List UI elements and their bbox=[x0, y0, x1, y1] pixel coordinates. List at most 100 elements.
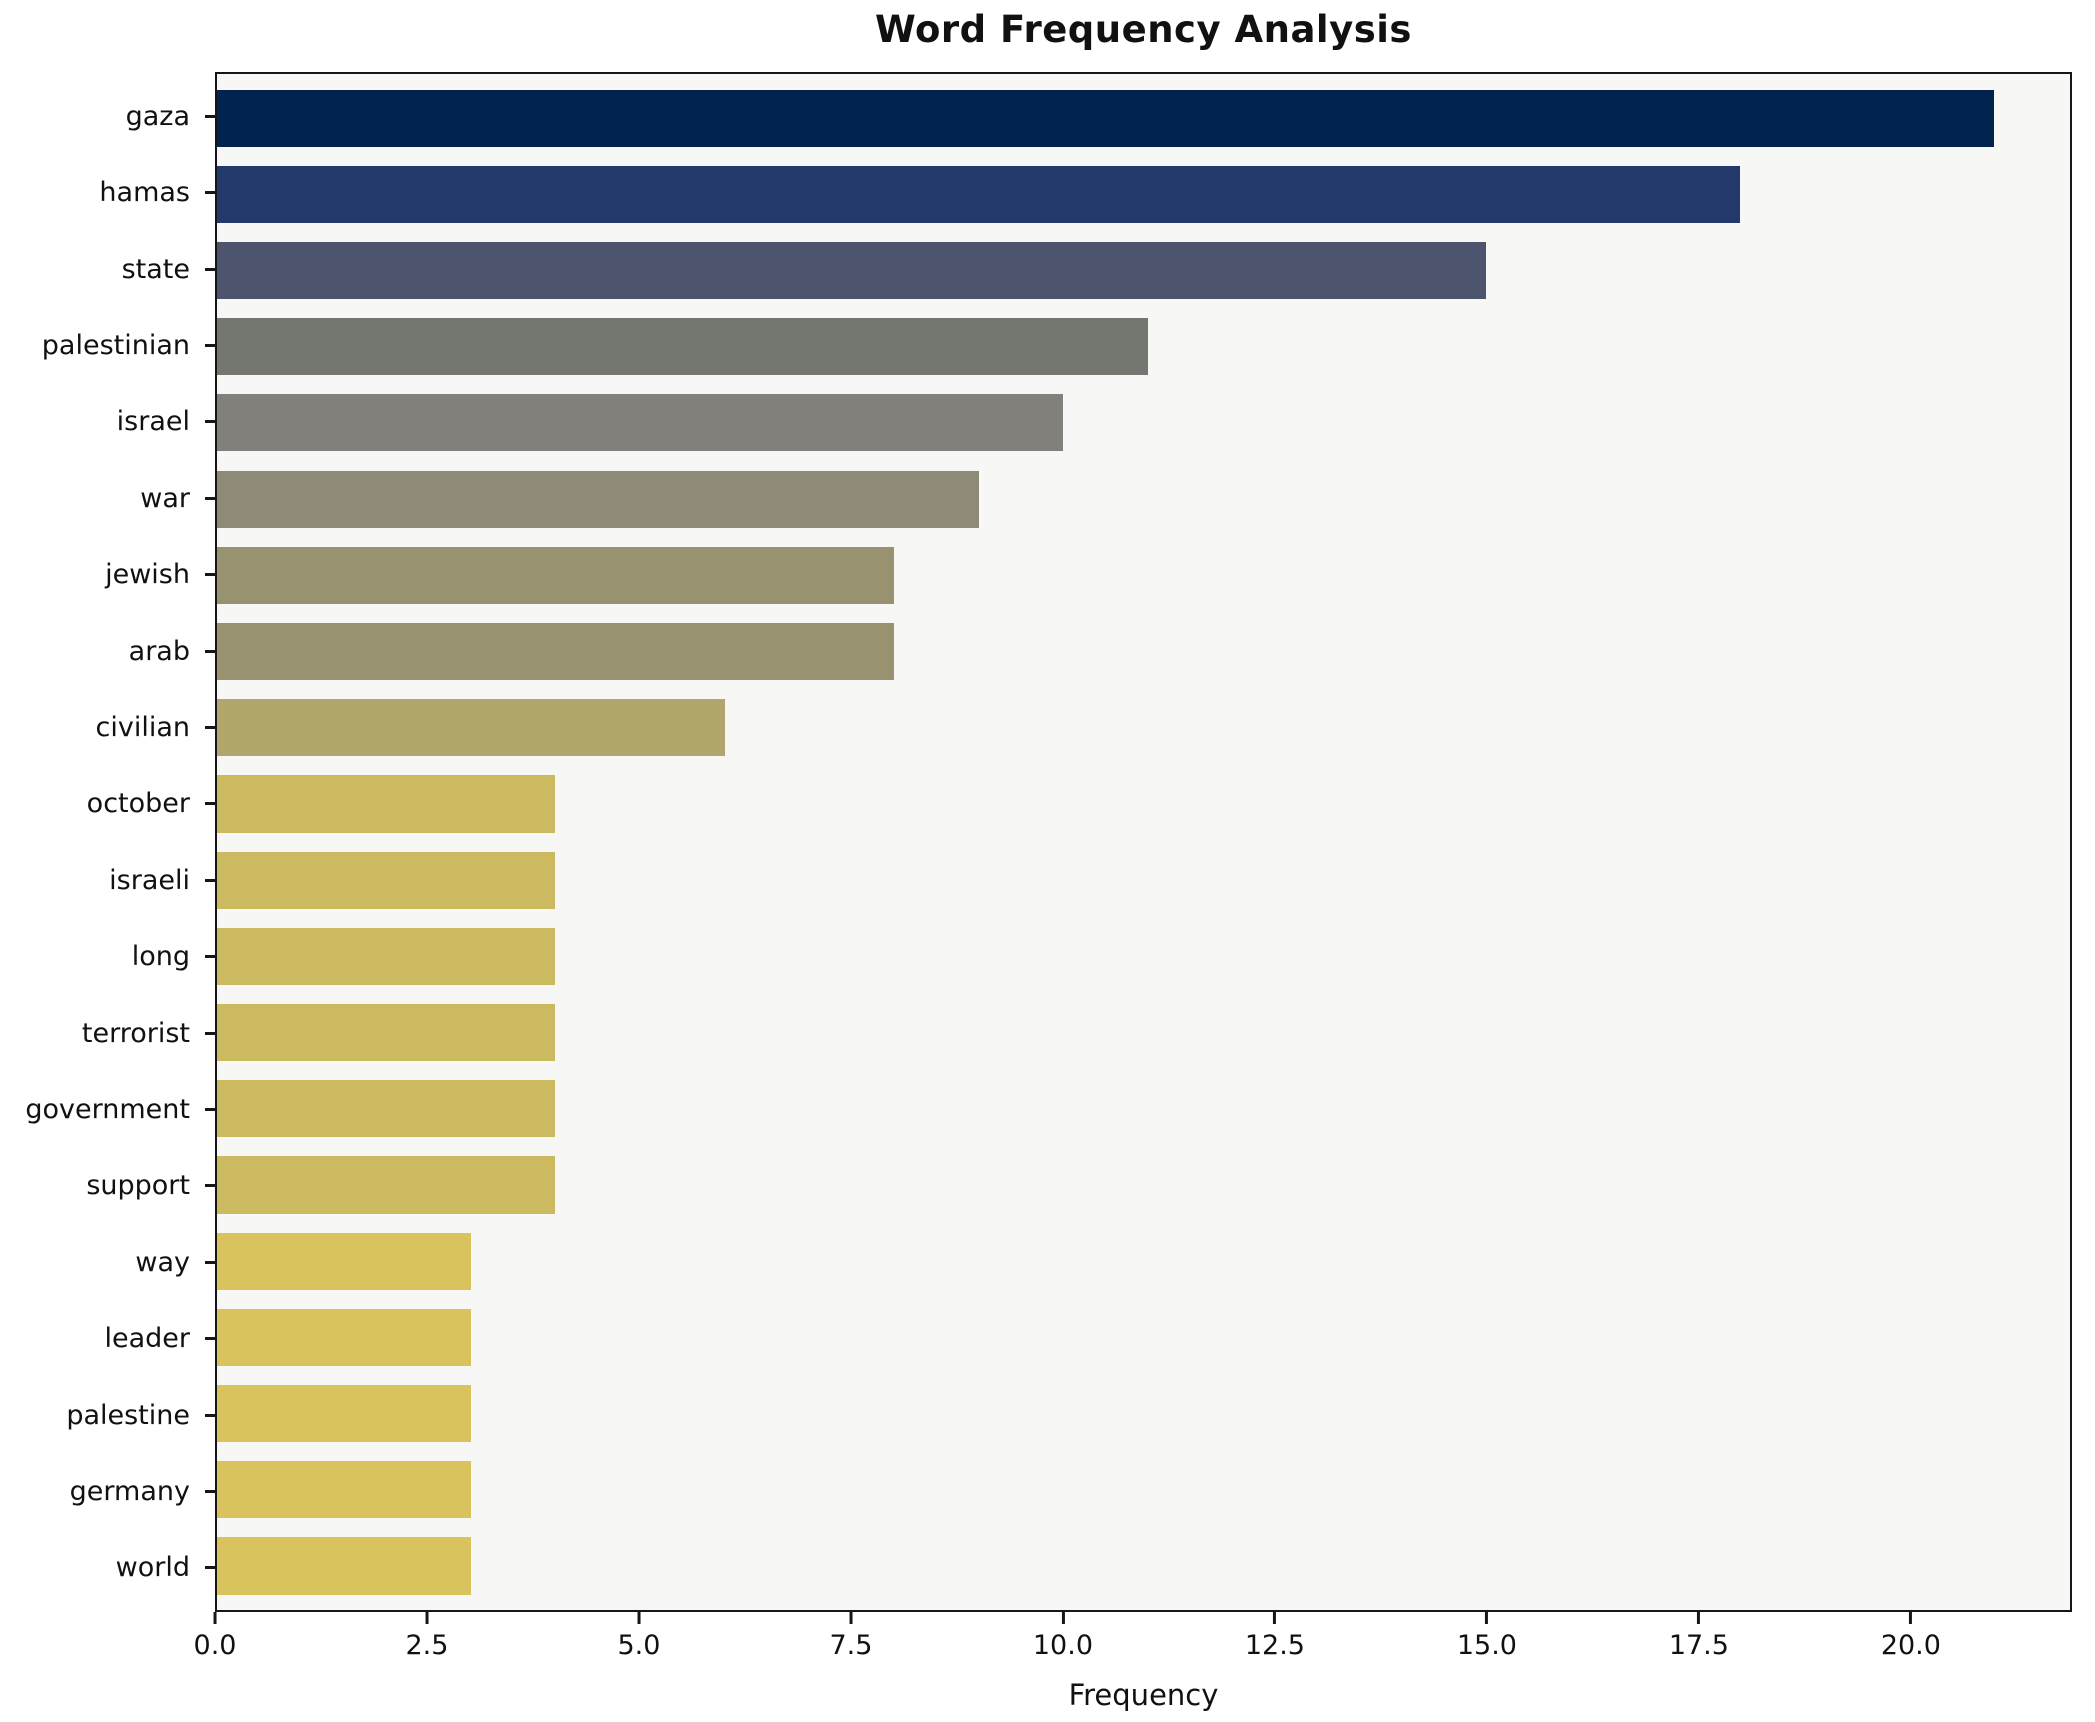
bar-october bbox=[217, 775, 556, 833]
y-label-row: germany bbox=[0, 1453, 215, 1529]
plot-area bbox=[215, 72, 2072, 1612]
y-label-row: state bbox=[0, 231, 215, 307]
bar-slot bbox=[217, 1375, 2070, 1451]
bar-slot bbox=[217, 1071, 2070, 1147]
y-label-row: civilian bbox=[0, 689, 215, 765]
bar-slot bbox=[217, 461, 2070, 537]
bar-arab bbox=[217, 622, 894, 681]
y-label-jewish: jewish bbox=[105, 559, 190, 591]
y-label-palestine: palestine bbox=[66, 1399, 190, 1431]
y-label-long: long bbox=[131, 941, 190, 973]
bar-slot bbox=[217, 309, 2070, 385]
bar-long bbox=[217, 927, 556, 985]
y-label-october: october bbox=[86, 788, 190, 820]
x-tick-17.5: 17.5 bbox=[1669, 1612, 1729, 1661]
y-label-world: world bbox=[115, 1552, 190, 1584]
x-tick-label: 0.0 bbox=[193, 1630, 237, 1661]
x-tick-5.0: 5.0 bbox=[617, 1612, 660, 1661]
x-tick-label: 7.5 bbox=[829, 1630, 873, 1661]
bar-hamas bbox=[217, 165, 1740, 223]
bar-war bbox=[217, 470, 979, 528]
bar-slot bbox=[217, 537, 2070, 613]
x-tick-mark bbox=[1909, 1612, 1913, 1624]
bar-slot bbox=[217, 690, 2070, 766]
y-label-row: israel bbox=[0, 384, 215, 460]
y-label-row: palestinian bbox=[0, 307, 215, 383]
y-tick-mark bbox=[205, 802, 215, 806]
y-label-row: israeli bbox=[0, 842, 215, 918]
bar-slot bbox=[217, 156, 2070, 232]
y-label-row: war bbox=[0, 460, 215, 536]
bar-slot bbox=[217, 80, 2070, 156]
bar-civilian bbox=[217, 699, 725, 757]
bar-slot bbox=[217, 385, 2070, 461]
y-tick-mark bbox=[205, 420, 215, 424]
y-label-arab: arab bbox=[128, 635, 190, 667]
bar-support bbox=[217, 1156, 556, 1214]
y-label-terrorist: terrorist bbox=[81, 1017, 190, 1049]
bar-state bbox=[217, 241, 1487, 300]
y-label-war: war bbox=[140, 482, 190, 514]
bar-palestine bbox=[217, 1384, 471, 1443]
y-tick-mark bbox=[205, 1260, 215, 1264]
bar-leader bbox=[217, 1308, 471, 1366]
y-label-row: way bbox=[0, 1224, 215, 1300]
y-tick-mark bbox=[205, 1107, 215, 1111]
x-tick-label: 2.5 bbox=[405, 1630, 449, 1661]
bar-slot bbox=[217, 1223, 2070, 1299]
bar-slot bbox=[217, 1528, 2070, 1604]
y-label-civilian: civilian bbox=[95, 711, 191, 743]
y-label-row: support bbox=[0, 1148, 215, 1224]
y-label-row: jewish bbox=[0, 536, 215, 612]
y-tick-mark bbox=[205, 1184, 215, 1188]
x-axis-ticks: 0.0 2.5 5.0 7.5 10.0 12.5 15.0 17.5 20.0 bbox=[194, 1612, 2072, 1682]
x-tick-mark bbox=[213, 1612, 217, 1624]
x-tick-10.0: 10.0 bbox=[1033, 1612, 1093, 1661]
x-tick-mark bbox=[1485, 1612, 1489, 1624]
x-tick-label: 12.5 bbox=[1244, 1630, 1305, 1661]
y-label-hamas: hamas bbox=[99, 177, 190, 209]
x-tick-12.5: 12.5 bbox=[1245, 1612, 1305, 1661]
bar-gaza bbox=[217, 89, 1994, 147]
bar-world bbox=[217, 1537, 471, 1595]
y-label-row: terrorist bbox=[0, 995, 215, 1071]
y-label-row: arab bbox=[0, 613, 215, 689]
y-tick-mark bbox=[205, 649, 215, 653]
bar-jewish bbox=[217, 546, 894, 604]
bar-slot bbox=[217, 994, 2070, 1070]
y-label-row: leader bbox=[0, 1301, 215, 1377]
x-axis-title: Frequency bbox=[1068, 1678, 1219, 1712]
y-label-row: gaza bbox=[0, 78, 215, 154]
y-axis-labels: gaza hamas state palestinian israel war jewish… bbox=[0, 72, 215, 1612]
bar-palestinian bbox=[217, 318, 1148, 376]
bar-terrorist bbox=[217, 1003, 556, 1062]
y-tick-mark bbox=[205, 1413, 215, 1417]
y-tick-mark bbox=[205, 878, 215, 882]
y-label-row: long bbox=[0, 918, 215, 994]
y-label-israel: israel bbox=[116, 406, 190, 438]
bar-slot bbox=[217, 613, 2070, 689]
y-label-leader: leader bbox=[104, 1323, 190, 1355]
y-tick-mark bbox=[205, 1490, 215, 1494]
y-label-row: hamas bbox=[0, 154, 215, 230]
y-label-israeli: israeli bbox=[109, 864, 190, 896]
x-tick-7.5: 7.5 bbox=[829, 1612, 872, 1661]
bar-way bbox=[217, 1232, 471, 1290]
bar-slot bbox=[217, 1147, 2070, 1223]
y-tick-mark bbox=[205, 496, 215, 500]
y-label-gaza: gaza bbox=[125, 100, 190, 132]
bar-israeli bbox=[217, 851, 556, 909]
y-tick-mark bbox=[205, 191, 215, 195]
x-tick-mark bbox=[425, 1612, 429, 1624]
bar-israel bbox=[217, 394, 1064, 452]
x-tick-label: 15.0 bbox=[1456, 1630, 1517, 1661]
x-tick-label: 17.5 bbox=[1668, 1630, 1729, 1661]
y-label-palestinian: palestinian bbox=[41, 329, 190, 361]
bar-slot bbox=[217, 918, 2070, 994]
y-label-row: government bbox=[0, 1071, 215, 1147]
bar-slot bbox=[217, 766, 2070, 842]
y-label-way: way bbox=[135, 1246, 190, 1278]
y-tick-mark bbox=[205, 343, 215, 347]
y-tick-mark bbox=[205, 955, 215, 959]
